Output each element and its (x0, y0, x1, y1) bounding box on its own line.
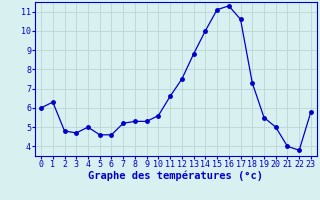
X-axis label: Graphe des températures (°c): Graphe des températures (°c) (89, 171, 263, 181)
